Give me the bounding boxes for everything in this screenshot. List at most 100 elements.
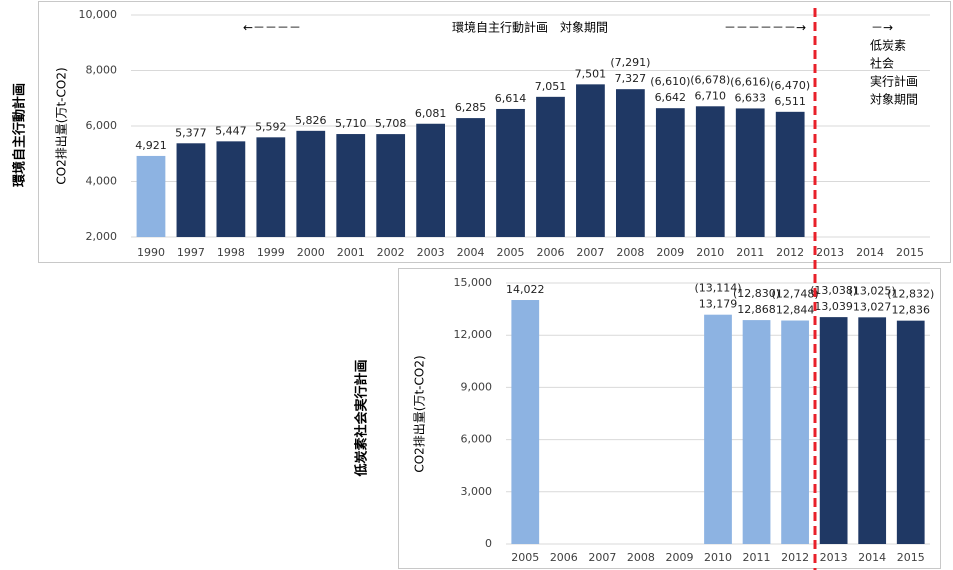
x-tick-label: 2005 <box>511 551 539 564</box>
x-tick-label: 1997 <box>177 246 205 259</box>
annotation: 社会 <box>870 56 894 71</box>
secondary-data-label: (12,830) <box>733 287 780 300</box>
data-label: 6,511 <box>774 95 806 108</box>
chart-frame <box>38 1 951 263</box>
y-tick-label: 2,000 <box>86 230 118 243</box>
x-tick-label: 2002 <box>377 246 405 259</box>
y-tick-label: 10,000 <box>79 8 118 21</box>
bar <box>511 300 540 544</box>
bar <box>735 108 765 237</box>
data-label: 12,836 <box>891 304 930 317</box>
annotation: －→ <box>871 21 893 35</box>
data-label: 6,285 <box>455 101 487 114</box>
bar <box>655 108 685 237</box>
secondary-data-label: (6,616) <box>730 75 770 88</box>
data-label: 7,051 <box>535 80 567 93</box>
x-tick-label: 2014 <box>858 551 886 564</box>
bar <box>858 317 887 544</box>
x-tick-label: 2001 <box>337 246 365 259</box>
secondary-data-label: (6,610) <box>650 75 690 88</box>
data-label: 6,710 <box>695 89 727 102</box>
annotation: －－－－－－→ <box>724 21 806 35</box>
bar <box>704 314 732 544</box>
bar <box>819 317 848 544</box>
x-tick-label: 2014 <box>856 246 884 259</box>
y-tick-label: 6,000 <box>86 119 118 132</box>
secondary-data-label: (6,678) <box>690 73 730 86</box>
x-tick-label: 1990 <box>137 246 165 259</box>
secondary-data-label: (13,114) <box>694 282 741 295</box>
x-tick-label: 2004 <box>457 246 485 259</box>
x-tick-label: 2010 <box>704 551 732 564</box>
bar <box>416 123 446 237</box>
data-label: 5,826 <box>295 114 327 127</box>
data-label: 5,592 <box>255 120 287 133</box>
y-tick-label: 0 <box>485 537 492 550</box>
secondary-data-label: (12,832) <box>887 288 934 301</box>
side-label: 環境自主行動計画 <box>12 83 28 187</box>
bar <box>742 320 771 544</box>
x-tick-label: 1999 <box>257 246 285 259</box>
annotation: 低炭素 <box>870 39 906 53</box>
bar <box>216 141 246 237</box>
x-tick-label: 2000 <box>297 246 325 259</box>
x-tick-label: 2015 <box>896 246 924 259</box>
data-label: 12,868 <box>737 303 776 316</box>
x-tick-label: 2008 <box>616 246 644 259</box>
bar <box>775 111 805 237</box>
y-tick-label: 9,000 <box>461 380 493 393</box>
data-label: 13,179 <box>699 298 738 311</box>
secondary-data-label: (13,038) <box>810 284 857 297</box>
x-tick-label: 2006 <box>536 246 564 259</box>
x-tick-label: 2011 <box>736 246 764 259</box>
x-tick-label: 2009 <box>656 246 684 259</box>
data-label: 13,027 <box>853 300 892 313</box>
secondary-data-label: (6,470) <box>770 79 810 92</box>
data-label: 6,642 <box>655 91 687 104</box>
x-tick-label: 2008 <box>627 551 655 564</box>
y-tick-label: 15,000 <box>454 276 493 289</box>
bar <box>496 108 525 237</box>
x-tick-label: 2005 <box>497 246 525 259</box>
annotation: 環境自主行動計画 対象期間 <box>452 20 608 35</box>
annotation: 対象期間 <box>870 93 918 107</box>
y-tick-label: 3,000 <box>461 485 493 498</box>
data-label: 14,022 <box>506 283 545 296</box>
y-tick-label: 6,000 <box>461 433 493 446</box>
x-tick-label: 2015 <box>897 551 925 564</box>
data-label: 7,501 <box>575 67 607 80</box>
bar <box>296 130 326 237</box>
data-label: 6,081 <box>415 107 447 120</box>
x-tick-label: 1998 <box>217 246 245 259</box>
data-label: 13,039 <box>814 300 853 313</box>
x-tick-label: 2003 <box>417 246 445 259</box>
x-tick-label: 2010 <box>696 246 724 259</box>
bar <box>576 84 605 237</box>
y-axis-title: CO2排出量(万t-CO2) <box>413 355 427 472</box>
side-label: 低炭素社会実行計画 <box>354 359 370 477</box>
data-label: 6,614 <box>495 92 527 105</box>
y-tick-label: 12,000 <box>454 328 493 341</box>
data-label: 6,633 <box>734 91 766 104</box>
annotation: ←－－－－ <box>243 21 301 35</box>
x-tick-label: 2013 <box>816 246 844 259</box>
data-label: 5,377 <box>175 126 207 139</box>
bar <box>456 118 485 237</box>
x-tick-label: 2011 <box>743 551 771 564</box>
x-tick-label: 2007 <box>588 551 616 564</box>
y-tick-label: 8,000 <box>86 64 118 77</box>
x-tick-label: 2012 <box>776 246 804 259</box>
bar <box>896 320 925 544</box>
data-label: 5,447 <box>215 124 247 137</box>
bar <box>176 143 206 237</box>
data-label: 7,327 <box>615 72 647 85</box>
x-tick-label: 2012 <box>781 551 809 564</box>
x-tick-label: 2007 <box>576 246 604 259</box>
bar <box>781 320 809 544</box>
data-label: 5,710 <box>335 117 367 130</box>
x-tick-label: 2013 <box>820 551 848 564</box>
data-label: 5,708 <box>375 117 407 130</box>
data-label: 4,921 <box>135 139 167 152</box>
secondary-data-label: (7,291) <box>610 56 650 69</box>
